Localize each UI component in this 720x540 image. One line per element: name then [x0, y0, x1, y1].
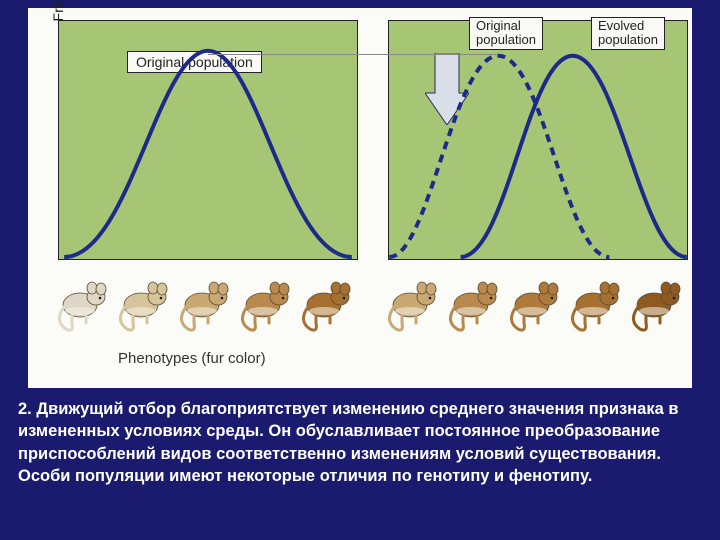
mouse-item: [632, 271, 688, 338]
curve-original-left: [59, 21, 357, 259]
mouse-icon: [302, 271, 358, 333]
mouse-item: [302, 271, 358, 338]
mouse-icon: [632, 271, 688, 333]
mouse-item: [510, 271, 566, 338]
mouse-item: [180, 271, 236, 338]
mice-row-right: [388, 270, 688, 338]
caption-text: 2. Движущий отбор благоприятствует измен…: [18, 398, 702, 487]
peak-connector-line: [208, 54, 498, 55]
mouse-icon: [180, 271, 236, 333]
mouse-icon: [58, 271, 114, 333]
mouse-item: [388, 271, 444, 338]
mouse-item: [571, 271, 627, 338]
curves-right: [389, 21, 687, 259]
mouse-item: [449, 271, 505, 338]
y-axis-text: Frequency of individuals: [50, 0, 66, 21]
mouse-icon: [241, 271, 297, 333]
curve-solid-evolved: [461, 56, 687, 257]
panel-original: Original population: [58, 20, 358, 260]
mouse-item: [241, 271, 297, 338]
mouse-item: [119, 271, 175, 338]
mouse-icon: [119, 271, 175, 333]
panel-evolved: Originalpopulation Evolvedpopulation: [388, 20, 688, 260]
mouse-item: [58, 271, 114, 338]
mouse-icon: [449, 271, 505, 333]
figure-area: Frequency of individuals → Original popu…: [28, 8, 692, 388]
mice-row-left: [58, 270, 358, 338]
mouse-icon: [388, 271, 444, 333]
mouse-icon: [571, 271, 627, 333]
curve-dashed-original: [389, 56, 609, 257]
mouse-icon: [510, 271, 566, 333]
x-axis-label: Phenotypes (fur color): [118, 350, 266, 367]
